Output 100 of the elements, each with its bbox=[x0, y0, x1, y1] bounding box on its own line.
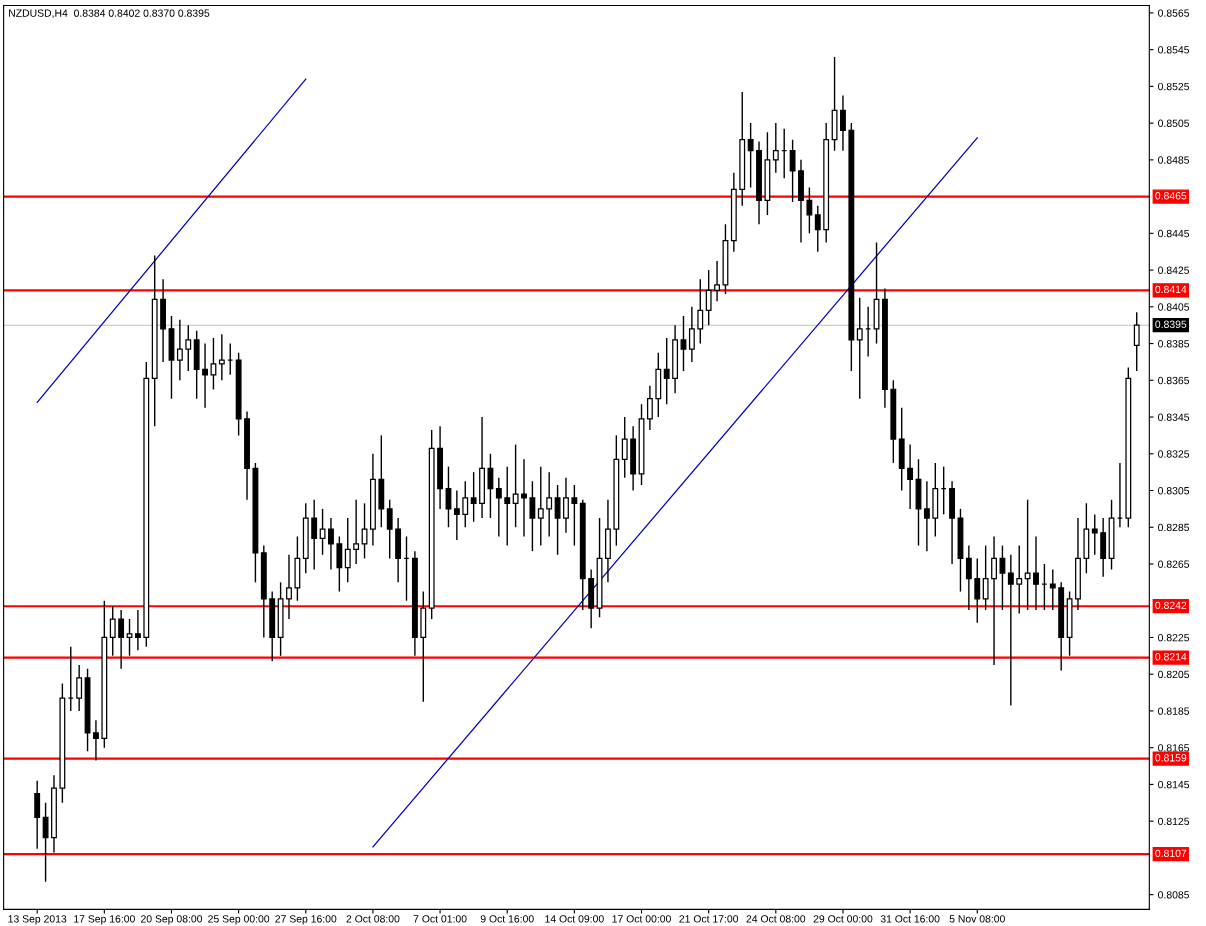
candlestick bbox=[529, 480, 536, 552]
candlestick bbox=[453, 489, 460, 541]
y-tick-label: 0.8225 bbox=[1158, 633, 1190, 642]
y-tick-label: 0.8305 bbox=[1158, 487, 1190, 495]
candlestick bbox=[344, 517, 351, 584]
candlestick bbox=[134, 609, 141, 652]
candlestick bbox=[210, 337, 217, 391]
candlestick bbox=[218, 333, 225, 381]
chart-title: NZDUSD,H4 0.8384 0.8402 0.8370 0.8395 bbox=[9, 9, 210, 19]
candlestick bbox=[512, 443, 519, 528]
y-tick-label: 0.8485 bbox=[1158, 156, 1190, 164]
ref-line-label: 0.8242 bbox=[1155, 601, 1187, 610]
candlestick bbox=[563, 476, 569, 534]
candlestick bbox=[680, 315, 687, 372]
candlestick bbox=[688, 306, 695, 363]
y-tick-label: 0.8165 bbox=[1158, 744, 1190, 752]
candlestick bbox=[663, 337, 670, 405]
y-tick-label: 0.8405 bbox=[1158, 303, 1190, 311]
candlestick bbox=[311, 498, 318, 571]
candlestick bbox=[1016, 544, 1023, 615]
candlestick bbox=[806, 186, 813, 235]
candlestick bbox=[772, 122, 779, 174]
candlestick bbox=[840, 94, 846, 152]
y-tick-label: 0.8285 bbox=[1158, 523, 1190, 532]
ref-line-label: 0.8414 bbox=[1155, 285, 1187, 294]
candlestick bbox=[982, 544, 989, 611]
candlestick bbox=[991, 535, 997, 666]
x-tick-label: 20 Sep 08:00 bbox=[141, 915, 203, 925]
ref-line-label: 0.8214 bbox=[1155, 653, 1187, 661]
candlestick bbox=[328, 517, 334, 571]
candlestick bbox=[907, 443, 914, 510]
candlestick bbox=[495, 476, 502, 538]
candlestick bbox=[697, 278, 704, 345]
candlestick bbox=[856, 296, 863, 400]
candlestick bbox=[1049, 568, 1056, 611]
ref-line-label: 0.8395 bbox=[1155, 320, 1187, 328]
y-tick-label: 0.8445 bbox=[1158, 229, 1190, 238]
y-tick-label: 0.8505 bbox=[1158, 119, 1190, 127]
ref-line-label: 0.8465 bbox=[1155, 192, 1187, 200]
candlestick bbox=[202, 342, 208, 409]
candlestick bbox=[470, 471, 477, 523]
candlestick bbox=[176, 318, 183, 381]
x-tick-label: 2 Oct 08:00 bbox=[346, 915, 400, 923]
y-tick-label: 0.8525 bbox=[1158, 82, 1190, 91]
x-tick-label: 13 Sep 2013 bbox=[8, 915, 67, 925]
candlestick bbox=[571, 484, 578, 547]
candlestick bbox=[109, 605, 116, 657]
candlestick bbox=[386, 498, 393, 560]
candlestick bbox=[34, 780, 41, 850]
candlestick bbox=[76, 664, 83, 712]
candlestick bbox=[974, 557, 981, 624]
candlestick bbox=[42, 802, 49, 883]
x-tick-label: 25 Sep 00:00 bbox=[208, 915, 270, 925]
candlestick bbox=[336, 535, 343, 593]
candlestick bbox=[126, 618, 133, 657]
y-tick-label: 0.8565 bbox=[1158, 9, 1190, 17]
y-tick-label: 0.8325 bbox=[1158, 450, 1190, 458]
candlestick bbox=[714, 260, 720, 302]
y-tick-label: 0.8385 bbox=[1158, 340, 1190, 348]
x-tick-label: 17 Sep 16:00 bbox=[74, 915, 135, 925]
y-tick-label: 0.8545 bbox=[1158, 46, 1190, 54]
candlestick bbox=[1024, 498, 1031, 611]
candlestick bbox=[646, 385, 653, 431]
x-tick-label: 5 Nov 08:00 bbox=[949, 915, 1005, 923]
x-tick-label: 17 Oct 00:00 bbox=[612, 915, 671, 923]
x-tick-label: 31 Oct 16:00 bbox=[880, 915, 940, 923]
candlestick bbox=[1033, 535, 1039, 611]
candlestick bbox=[747, 122, 754, 189]
candlestick bbox=[286, 554, 292, 620]
candlestick bbox=[923, 480, 930, 552]
candlestick bbox=[546, 471, 553, 538]
candlestick bbox=[705, 269, 712, 326]
y-tick-label: 0.8185 bbox=[1158, 707, 1190, 715]
x-tick-label: 24 Oct 08:00 bbox=[746, 915, 806, 923]
ref-line-label: 0.8107 bbox=[1155, 849, 1187, 858]
y-tick-label: 0.8265 bbox=[1158, 560, 1190, 568]
x-tick-label: 29 Oct 00:00 bbox=[813, 915, 873, 923]
candlestick bbox=[789, 138, 796, 203]
candlestick bbox=[487, 453, 494, 519]
x-tick-label: 14 Oct 09:00 bbox=[545, 915, 604, 923]
candlestick bbox=[353, 498, 360, 565]
candlestick bbox=[185, 324, 192, 372]
candlestick bbox=[319, 508, 326, 556]
candlestick bbox=[1091, 513, 1098, 556]
y-tick-label: 0.8125 bbox=[1158, 817, 1190, 826]
y-tick-label: 0.8365 bbox=[1158, 376, 1190, 385]
x-tick-label: 9 Oct 16:00 bbox=[480, 915, 534, 923]
candlestick bbox=[462, 480, 469, 528]
candlestick bbox=[1133, 311, 1140, 372]
y-tick-label: 0.8085 bbox=[1158, 891, 1190, 899]
candlestick bbox=[504, 465, 511, 547]
candlestick bbox=[118, 609, 125, 670]
y-tick-label: 0.8145 bbox=[1158, 780, 1190, 789]
candlestick bbox=[521, 458, 527, 538]
y-tick-label: 0.8425 bbox=[1158, 266, 1190, 274]
x-tick-label: 21 Oct 17:00 bbox=[679, 915, 739, 923]
candlestick bbox=[814, 205, 821, 253]
candlestick bbox=[554, 484, 561, 556]
candlestick bbox=[965, 544, 972, 611]
x-tick-label: 27 Sep 16:00 bbox=[275, 915, 337, 925]
